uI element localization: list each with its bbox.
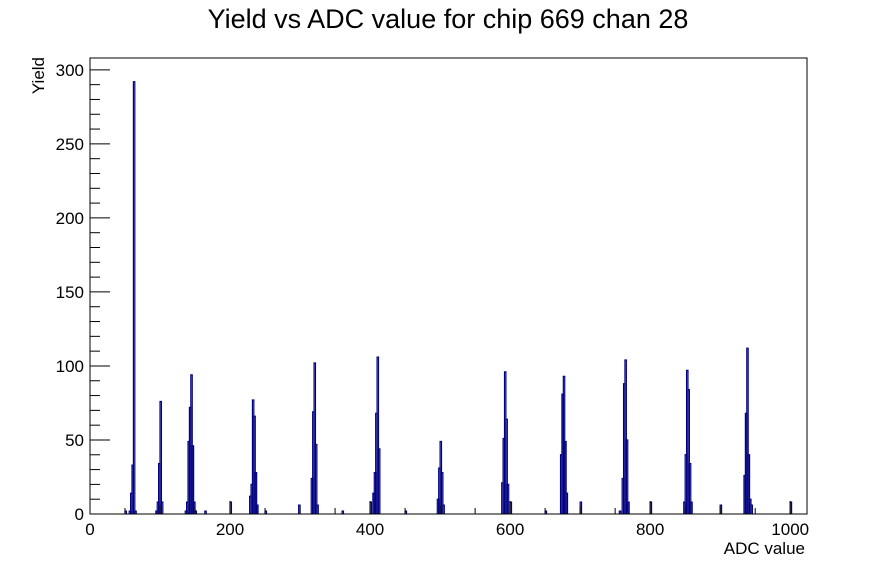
histogram-bin [687, 389, 690, 514]
y-axis-label: Yield [29, 57, 48, 94]
plot-frame [89, 57, 808, 515]
x-tick-label: 800 [636, 520, 664, 539]
histogram-bin [159, 400, 163, 514]
y-tick-label: 0 [75, 505, 84, 524]
histogram-bin [746, 347, 749, 514]
histogram-bin [624, 359, 627, 514]
y-tick-label: 300 [56, 61, 84, 80]
histogram-bin [316, 504, 319, 514]
histogram-bin [254, 471, 258, 514]
histogram-bin [313, 362, 317, 514]
y-tick-label: 150 [56, 283, 84, 302]
histogram-bin [314, 443, 318, 514]
histogram-bin [256, 504, 259, 514]
y-tick-label: 250 [56, 135, 84, 154]
histogram-bin [377, 448, 381, 514]
histogram-bin [204, 510, 207, 514]
histogram-bin [190, 374, 193, 514]
histogram-bin [442, 504, 445, 514]
histogram-bin [618, 510, 622, 514]
y-tick-label: 50 [65, 431, 84, 450]
y-tick-label: 100 [56, 357, 84, 376]
histogram-bin [564, 440, 567, 514]
x-tick-label: 1000 [771, 520, 809, 539]
histogram-bin [627, 501, 630, 514]
histogram-bin [747, 454, 751, 514]
histogram-bin [440, 471, 444, 514]
chart-title: Yield vs ADC value for chip 669 chan 28 [208, 4, 689, 34]
histogram-bin [625, 439, 629, 514]
histogram-bin [341, 510, 345, 514]
x-tick-label: 400 [356, 520, 384, 539]
histogram-bin [132, 81, 136, 514]
histogram-bin [376, 356, 380, 514]
x-axis-label: ADC value [724, 539, 805, 558]
histogram-bin [253, 415, 256, 514]
histogram-bin [505, 418, 508, 514]
y-tick-label: 200 [56, 209, 84, 228]
histogram-bin [690, 501, 693, 514]
histogram-bin [565, 492, 569, 514]
histogram-bin [688, 463, 692, 514]
histogram-bin [134, 510, 137, 514]
x-tick-label: 0 [85, 520, 94, 539]
histogram-bin [506, 483, 510, 514]
plot-area: 0 200 400 600 800 1000 0 50 100 150 200 250 300 [56, 57, 809, 539]
histogram-bin [750, 504, 753, 514]
x-tick-label: 600 [496, 520, 524, 539]
histogram-bin [191, 445, 195, 514]
histogram-bin [160, 501, 164, 514]
x-tick-label: 200 [216, 520, 244, 539]
